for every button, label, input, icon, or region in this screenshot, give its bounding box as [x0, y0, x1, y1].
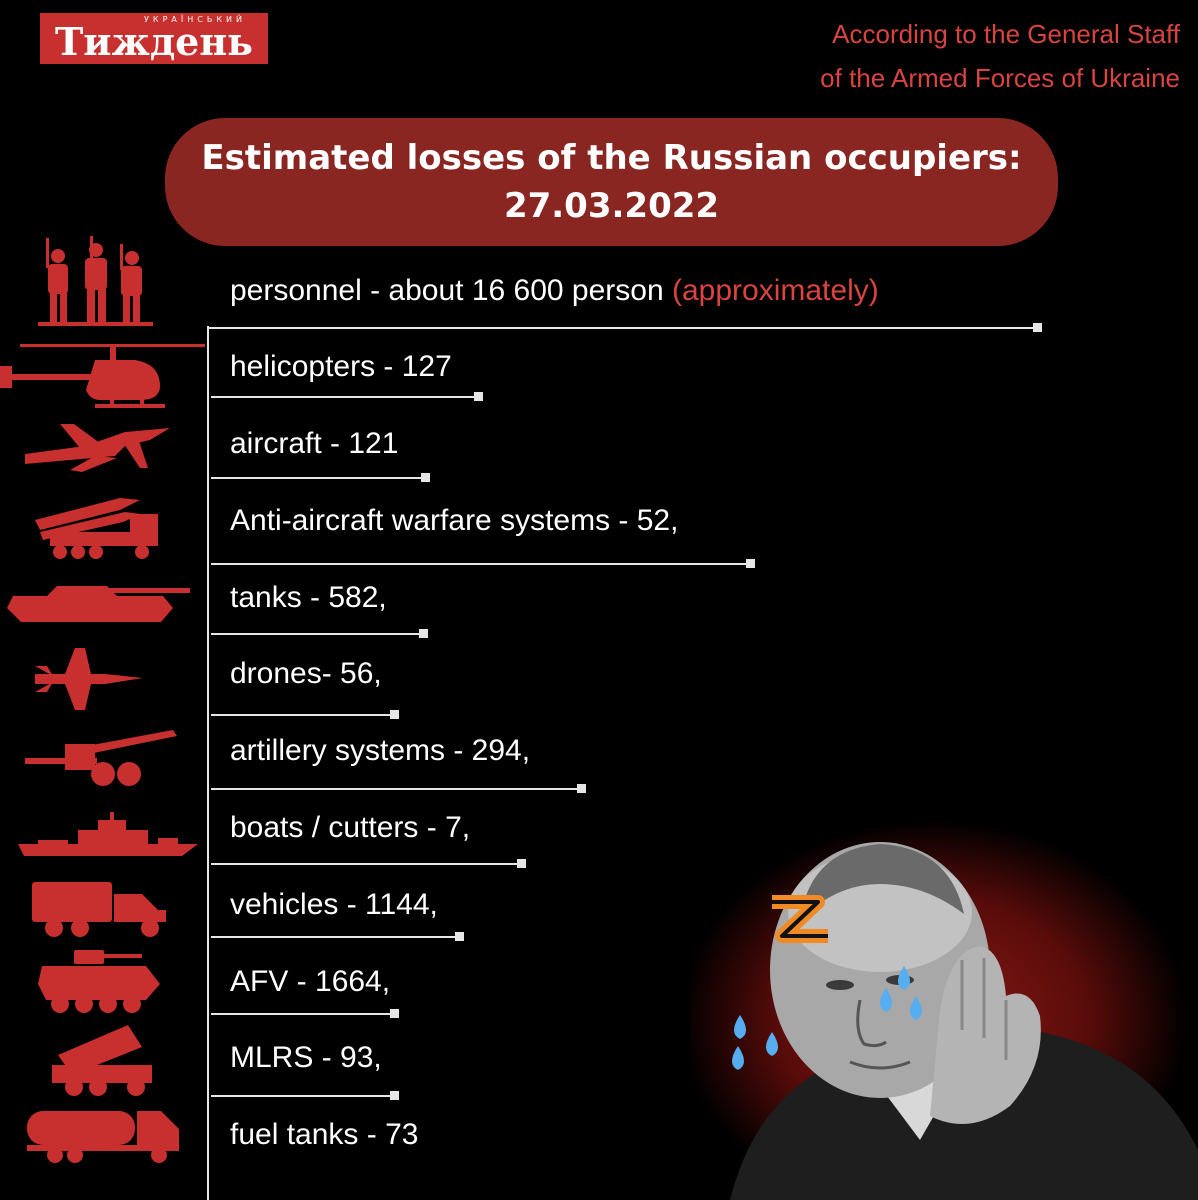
- source-line-1: According to the General Staff: [832, 19, 1180, 49]
- title-line-1: Estimated losses of the Russian occupier…: [201, 138, 1022, 178]
- helicopter-icon: [0, 344, 205, 408]
- row-aircraft: aircraft - 121: [230, 427, 399, 460]
- row-personnel-label: personnel - about 16 600 person: [230, 274, 664, 307]
- bar-helicopters: [211, 392, 483, 401]
- row-afv: AFV - 1664,: [230, 965, 391, 998]
- title-banner: Estimated losses of the Russian occupier…: [165, 118, 1058, 246]
- bar-personnel: [209, 323, 1042, 332]
- bar-vehicles: [211, 932, 464, 941]
- bar-afv: [211, 1009, 399, 1018]
- row-personnel: personnel - about 16 600 person (approxi…: [230, 274, 879, 308]
- bar-anti-aircraft: [211, 559, 755, 568]
- row-fuel-tanks: fuel tanks - 73: [230, 1118, 419, 1151]
- logo: УКРАЇНСЬКИЙ Тиждень: [40, 13, 268, 64]
- anti-aircraft-icon: [35, 498, 158, 559]
- fuel-tank-icon: [27, 1111, 179, 1163]
- vertical-axis-line: [207, 326, 209, 1200]
- bar-aircraft: [211, 473, 430, 482]
- aircraft-icon: [25, 424, 170, 472]
- row-tanks: tanks - 582,: [230, 581, 387, 614]
- mlrs-icon: [52, 1025, 152, 1096]
- row-vehicles: vehicles - 1144,: [230, 888, 438, 921]
- row-mlrs: MLRS - 93,: [230, 1041, 382, 1074]
- bar-boats: [211, 859, 526, 868]
- logo-small-text: УКРАЇНСЬКИЙ: [144, 15, 246, 24]
- row-drones: drones- 56,: [230, 657, 382, 690]
- vehicle-icon: [32, 882, 166, 937]
- bar-mlrs: [211, 1091, 399, 1100]
- boat-icon: [18, 812, 198, 856]
- row-personnel-note: (approximately): [672, 274, 879, 307]
- source-credit: According to the General Staff of the Ar…: [660, 12, 1180, 100]
- soldiers-icon: [38, 236, 153, 326]
- bar-drones: [211, 710, 399, 719]
- crying-leader-illustration: [690, 800, 1198, 1200]
- logo-title: Тиждень: [55, 18, 253, 64]
- row-helicopters: helicopters - 127: [230, 350, 452, 383]
- row-boats: boats / cutters - 7,: [230, 811, 471, 844]
- bar-artillery: [211, 784, 586, 793]
- title-date: 27.03.2022: [503, 186, 720, 226]
- artillery-icon: [25, 730, 177, 786]
- row-artillery: artillery systems - 294,: [230, 734, 531, 767]
- tank-icon: [7, 586, 190, 622]
- row-anti-aircraft: Anti-aircraft warfare systems - 52,: [230, 504, 679, 537]
- bar-tanks: [211, 629, 428, 638]
- afv-icon: [38, 950, 160, 1013]
- source-line-2: of the Armed Forces of Ukraine: [820, 63, 1180, 93]
- drone-icon: [35, 648, 143, 710]
